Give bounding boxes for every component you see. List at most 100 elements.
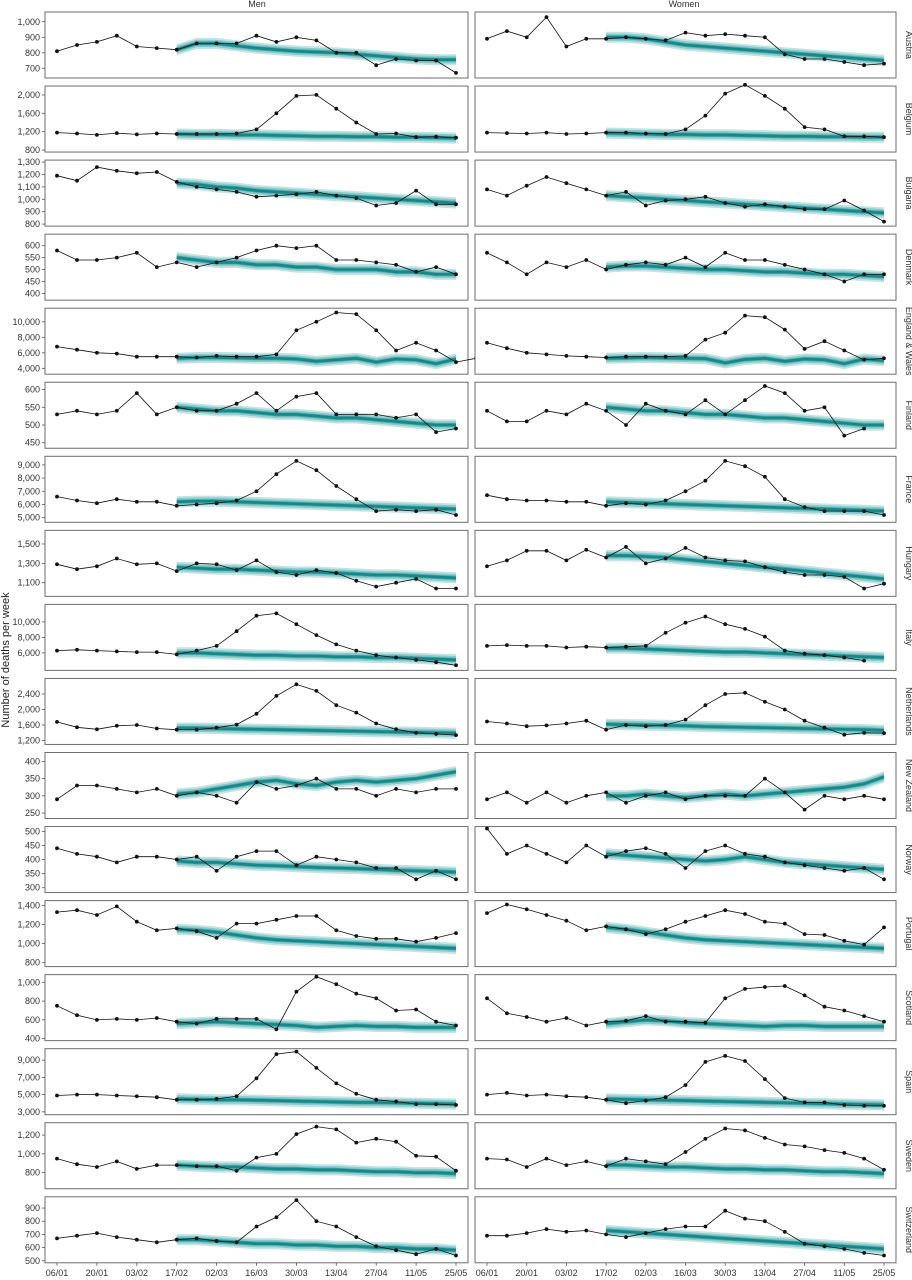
observed-point xyxy=(394,131,398,136)
observed-point xyxy=(294,622,299,627)
panel-austria-women xyxy=(474,11,897,79)
observed-point xyxy=(862,942,866,947)
observed-point xyxy=(314,1124,319,1129)
panel-frame xyxy=(474,1196,897,1264)
observed-point xyxy=(414,270,418,274)
observed-point xyxy=(75,258,79,262)
observed-point xyxy=(194,929,199,934)
observed-point xyxy=(485,408,489,413)
observed-point xyxy=(214,408,219,413)
observed-point xyxy=(723,91,728,96)
y-tick-label: 800 xyxy=(25,1216,40,1226)
observed-point xyxy=(374,509,379,513)
observed-point xyxy=(374,793,379,798)
observed-point xyxy=(663,790,668,795)
observed-point xyxy=(154,412,159,417)
observed-point xyxy=(584,36,589,41)
observed-point xyxy=(584,354,589,359)
observed-point xyxy=(763,985,767,989)
observed-point xyxy=(544,1019,549,1024)
observed-point xyxy=(174,569,179,573)
observed-point xyxy=(564,499,569,504)
expected-line xyxy=(176,132,457,140)
observed-line xyxy=(56,312,476,363)
observed-point xyxy=(274,193,279,198)
y-tick-label: 300 xyxy=(25,883,40,893)
observed-point xyxy=(274,570,279,574)
observed-point xyxy=(723,843,728,848)
observed-point xyxy=(643,203,648,208)
observed-point xyxy=(214,1017,219,1021)
observed-point xyxy=(134,250,139,255)
observed-point xyxy=(643,846,648,851)
observed-point xyxy=(454,1103,458,1107)
country-label: Hungary xyxy=(904,546,912,581)
observed-point xyxy=(485,493,489,498)
observed-point xyxy=(194,1021,199,1026)
observed-point xyxy=(862,730,866,735)
observed-point xyxy=(564,412,569,417)
observed-point xyxy=(434,868,438,873)
observed-point xyxy=(723,996,728,1001)
observed-point xyxy=(314,689,319,693)
observed-point xyxy=(254,127,259,132)
observed-point xyxy=(174,405,179,410)
observed-point xyxy=(782,391,787,395)
observed-point xyxy=(214,501,219,506)
observed-point xyxy=(723,908,728,913)
observed-point xyxy=(564,860,569,865)
y-tick-label: 2,000 xyxy=(17,705,40,715)
observed-point xyxy=(454,360,458,364)
observed-point xyxy=(454,1168,458,1173)
y-tick-label: 1,200 xyxy=(17,920,40,930)
observed-point xyxy=(334,310,339,315)
y-tick-label: 250 xyxy=(25,808,40,818)
observed-point xyxy=(75,498,79,503)
observed-point xyxy=(374,936,379,941)
observed-point xyxy=(154,561,159,566)
observed-point xyxy=(354,578,359,583)
observed-point xyxy=(274,472,279,476)
band-outer xyxy=(606,848,884,875)
observed-point xyxy=(743,464,747,469)
panel-new-zealand-women xyxy=(474,752,897,819)
observed-point xyxy=(524,131,529,136)
panel-italy-men: 6,000 8,000 10,000 xyxy=(12,603,469,671)
observed-point xyxy=(624,35,628,40)
observed-point xyxy=(763,699,767,704)
observed-point xyxy=(485,797,489,802)
band-mid xyxy=(606,773,884,802)
observed-point xyxy=(95,913,99,917)
observed-point xyxy=(703,914,708,918)
observed-point xyxy=(274,1152,279,1156)
observed-point xyxy=(604,130,608,135)
observed-point xyxy=(505,260,509,265)
expected-line xyxy=(606,36,885,62)
y-tick-label: 8,000 xyxy=(17,473,40,483)
observed-point xyxy=(802,57,807,61)
panel-finland-women xyxy=(474,381,897,449)
observed-point xyxy=(254,921,259,926)
observed-point xyxy=(683,197,688,202)
observed-point xyxy=(643,131,648,136)
observed-point xyxy=(485,719,489,724)
observed-point xyxy=(174,857,179,862)
observed-point xyxy=(454,513,458,517)
observed-point xyxy=(703,703,708,708)
observed-point xyxy=(194,1164,199,1168)
panel-switzerland-women xyxy=(474,1196,897,1264)
observed-point xyxy=(544,1156,549,1161)
observed-point xyxy=(882,513,886,517)
observed-point xyxy=(802,505,807,509)
observed-point xyxy=(134,854,139,859)
panel-row-hungary: 1,100 1,300 1,500 Hungary xyxy=(17,529,912,597)
observed-point xyxy=(822,1004,827,1009)
observed-point xyxy=(822,57,827,61)
observed-point xyxy=(254,1076,259,1081)
observed-point xyxy=(75,408,79,413)
observed-point xyxy=(194,265,199,269)
observed-point xyxy=(743,398,747,403)
observed-point xyxy=(114,649,119,654)
observed-point xyxy=(114,408,119,413)
observed-point xyxy=(524,35,529,40)
